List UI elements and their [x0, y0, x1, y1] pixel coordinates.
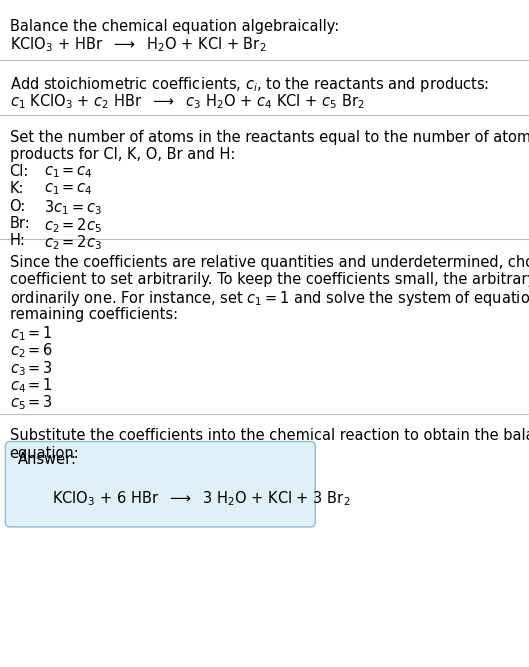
Text: $c_2 = 2 c_3$: $c_2 = 2 c_3$	[44, 233, 102, 252]
Text: Add stoichiometric coefficients, $c_i$, to the reactants and products:: Add stoichiometric coefficients, $c_i$, …	[10, 75, 489, 93]
Text: Since the coefficients are relative quantities and underdetermined, choose a: Since the coefficients are relative quan…	[10, 255, 529, 269]
Text: $c_1 = 1$: $c_1 = 1$	[10, 324, 52, 343]
Text: $c_1 = c_4$: $c_1 = c_4$	[44, 181, 93, 197]
Text: H:: H:	[10, 233, 25, 248]
Text: ordinarily one. For instance, set $c_1 = 1$ and solve the system of equations fo: ordinarily one. For instance, set $c_1 =…	[10, 289, 529, 308]
Text: $c_1$ KClO$_3$ + $c_2$ HBr  $\longrightarrow$  $c_3$ H$_2$O + $c_4$ KCl + $c_5$ : $c_1$ KClO$_3$ + $c_2$ HBr $\longrightar…	[10, 92, 364, 111]
Text: $c_5 = 3$: $c_5 = 3$	[10, 394, 52, 412]
Text: remaining coefficients:: remaining coefficients:	[10, 307, 178, 321]
Text: equation:: equation:	[10, 446, 79, 460]
Text: products for Cl, K, O, Br and H:: products for Cl, K, O, Br and H:	[10, 147, 235, 162]
Text: Substitute the coefficients into the chemical reaction to obtain the balanced: Substitute the coefficients into the che…	[10, 428, 529, 443]
Text: KClO$_3$ + 6 HBr  $\longrightarrow$  3 H$_2$O + KCl + 3 Br$_2$: KClO$_3$ + 6 HBr $\longrightarrow$ 3 H$_…	[52, 489, 350, 508]
Text: coefficient to set arbitrarily. To keep the coefficients small, the arbitrary va: coefficient to set arbitrarily. To keep …	[10, 272, 529, 287]
Text: $c_3 = 3$: $c_3 = 3$	[10, 359, 52, 378]
Text: Cl:: Cl:	[10, 164, 29, 179]
Text: $3 c_1 = c_3$: $3 c_1 = c_3$	[44, 199, 102, 217]
Text: $c_2 = 6$: $c_2 = 6$	[10, 342, 53, 360]
Text: Answer:: Answer:	[17, 452, 77, 466]
Text: KClO$_3$ + HBr  $\longrightarrow$  H$_2$O + KCl + Br$_2$: KClO$_3$ + HBr $\longrightarrow$ H$_2$O …	[10, 35, 266, 54]
Text: $c_4 = 1$: $c_4 = 1$	[10, 376, 52, 395]
FancyBboxPatch shape	[5, 442, 315, 527]
Text: $c_1 = c_4$: $c_1 = c_4$	[44, 164, 93, 180]
Text: Set the number of atoms in the reactants equal to the number of atoms in the: Set the number of atoms in the reactants…	[10, 130, 529, 145]
Text: Balance the chemical equation algebraically:: Balance the chemical equation algebraica…	[10, 19, 339, 33]
Text: Br:: Br:	[10, 216, 30, 231]
Text: $c_2 = 2 c_5$: $c_2 = 2 c_5$	[44, 216, 102, 235]
Text: K:: K:	[10, 181, 24, 196]
Text: O:: O:	[10, 199, 26, 213]
